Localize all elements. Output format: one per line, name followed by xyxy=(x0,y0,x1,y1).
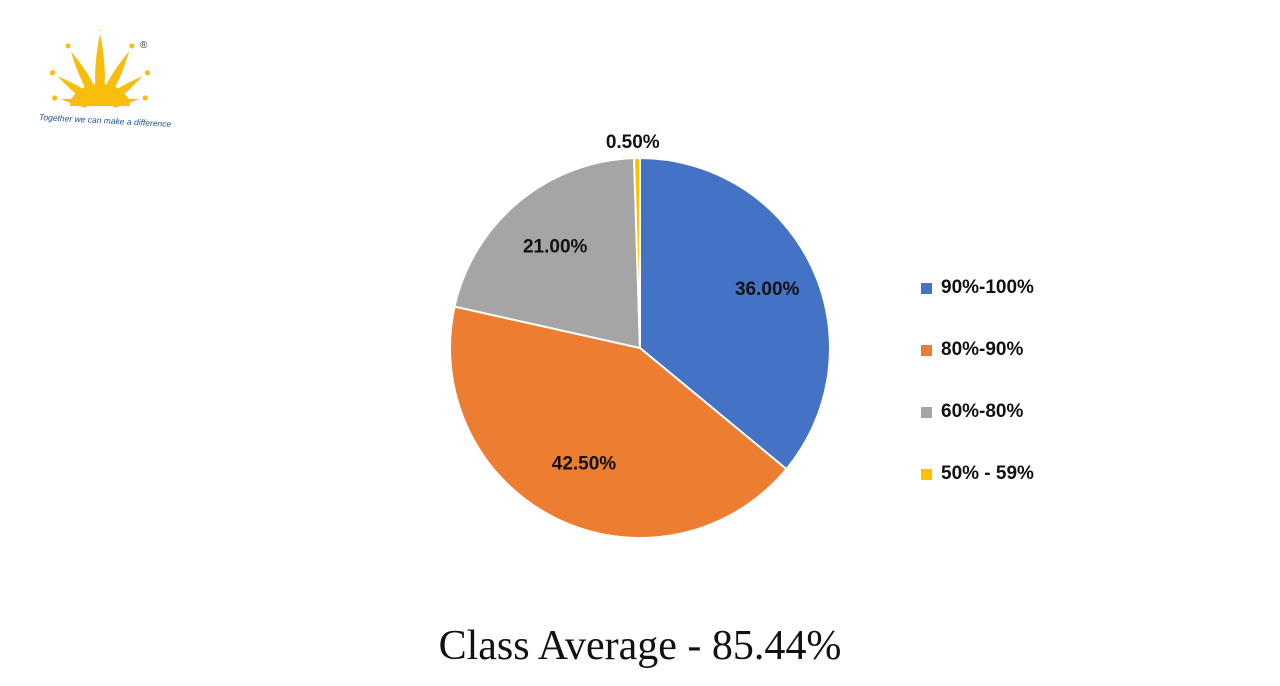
pie-data-label: 0.50% xyxy=(606,132,660,153)
legend-swatch xyxy=(921,282,932,294)
chart-legend: 90%-100% 80%-90% 60%-80% 50% - 59% xyxy=(921,276,1034,524)
logo-base xyxy=(70,84,130,106)
pie-slice xyxy=(633,156,641,349)
legend-swatch xyxy=(921,468,932,480)
class-average-title: Class Average - 85.44% xyxy=(438,623,842,669)
legend-item: 50% - 59% xyxy=(921,462,1034,486)
logo-dot xyxy=(129,43,135,49)
legend-item: 90%-100% xyxy=(921,276,1034,300)
logo-ray xyxy=(95,34,105,93)
pie-data-label: 21.00% xyxy=(523,237,588,258)
pie-slice xyxy=(453,157,642,350)
logo-dot xyxy=(52,95,58,101)
logo-dot xyxy=(98,30,102,31)
legend-label: 90%-100% xyxy=(941,277,1034,298)
legend-label: 80%-90% xyxy=(941,339,1024,360)
legend-swatch xyxy=(921,406,932,418)
legend-label: 60%-80% xyxy=(941,401,1024,422)
pie-data-label: 36.00% xyxy=(735,279,800,300)
legend-label: 50% - 59% xyxy=(941,463,1034,484)
registered-mark: ® xyxy=(140,40,148,51)
pie-slice xyxy=(449,305,788,539)
legend-item: 80%-90% xyxy=(921,338,1034,362)
logo-dot xyxy=(142,95,148,101)
logo-dot xyxy=(65,43,71,49)
logo-dot xyxy=(144,70,151,76)
company-logo: ® Together we can make a difference xyxy=(36,30,172,130)
logo-dot xyxy=(49,70,56,76)
legend-item: 60%-80% xyxy=(921,400,1034,424)
legend-swatch xyxy=(921,344,932,356)
sunburst-logo-icon: ® xyxy=(49,30,151,109)
pie-slice xyxy=(639,156,831,471)
pie-data-label: 42.50% xyxy=(552,453,617,474)
